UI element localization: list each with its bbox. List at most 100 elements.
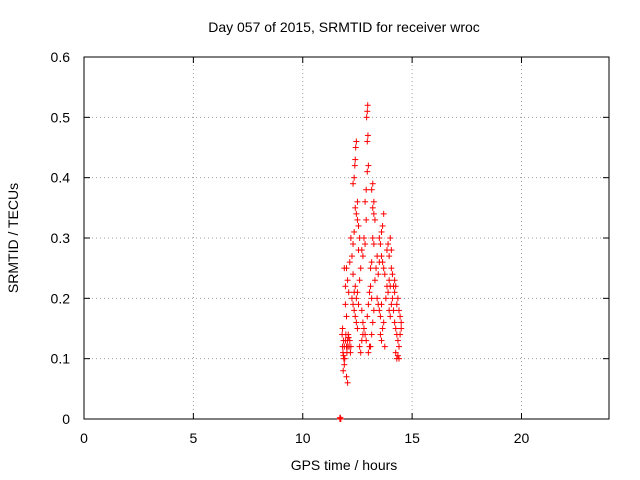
data-point <box>367 265 374 272</box>
data-point <box>397 331 404 338</box>
data-point <box>378 253 385 260</box>
data-point <box>387 313 394 320</box>
x-tick-label: 0 <box>80 430 88 446</box>
data-point <box>350 271 357 278</box>
data-point <box>389 271 396 278</box>
data-point <box>398 319 405 326</box>
data-point <box>365 301 372 308</box>
data-point <box>392 283 399 290</box>
data-point <box>385 241 392 248</box>
data-point <box>369 180 376 187</box>
data-point <box>355 247 362 254</box>
data-point <box>357 349 364 356</box>
data-point <box>365 349 372 356</box>
data-point <box>358 307 365 314</box>
data-point <box>343 373 350 380</box>
data-point <box>351 174 358 181</box>
data-point <box>344 379 351 386</box>
data-point <box>378 228 385 235</box>
axis-ticks: 0 0.1 0.2 0.3 0.4 0.5 0.6 0 5 10 15 20 <box>51 49 609 446</box>
y-tick-label: 0.2 <box>51 290 71 306</box>
data-point <box>388 247 395 254</box>
data-point <box>352 156 359 163</box>
data-point <box>351 307 358 314</box>
data-point <box>363 216 370 223</box>
data-point <box>352 144 359 151</box>
data-point <box>396 355 402 362</box>
data-point <box>370 210 377 217</box>
data-point <box>377 313 384 320</box>
data-point <box>364 168 371 175</box>
y-tick-label: 0.3 <box>51 230 71 246</box>
data-point <box>378 301 385 308</box>
data-point <box>379 259 386 266</box>
data-point <box>364 132 371 139</box>
data-point <box>348 295 355 302</box>
data-point <box>356 235 363 241</box>
data-point <box>345 334 352 341</box>
data-point <box>359 319 366 326</box>
data-point <box>365 162 372 169</box>
data-point <box>366 289 373 296</box>
y-tick-label: 0.1 <box>51 351 71 367</box>
data-point <box>352 283 359 290</box>
data-point <box>378 337 385 344</box>
data-point <box>350 301 357 308</box>
data-point <box>347 235 354 241</box>
data-point <box>366 343 373 350</box>
data-point <box>341 355 348 362</box>
data-point <box>394 337 401 344</box>
data-point <box>353 138 360 145</box>
data-point <box>394 295 401 302</box>
data-point <box>377 331 384 338</box>
data-point <box>371 216 378 223</box>
data-point <box>355 222 362 229</box>
x-axis-label: GPS time / hours <box>291 457 398 473</box>
data-point <box>339 325 346 332</box>
data-point <box>367 283 374 290</box>
y-tick-label: 0.5 <box>51 109 71 125</box>
data-point <box>391 289 398 296</box>
data-point <box>393 301 400 308</box>
data-point <box>361 325 367 332</box>
data-point <box>381 343 388 350</box>
x-tick-label: 10 <box>295 430 311 446</box>
data-point <box>379 325 386 332</box>
data-point <box>341 361 348 368</box>
data-point <box>363 114 370 121</box>
data-point <box>351 228 358 235</box>
data-point <box>375 271 382 278</box>
data-point <box>396 307 402 314</box>
data-point <box>359 331 366 338</box>
data-point <box>377 241 384 248</box>
data-point <box>370 307 377 314</box>
data-point <box>368 186 375 193</box>
y-axis-label: SRMTID / TECUs <box>5 183 21 293</box>
data-point <box>369 319 376 326</box>
y-tick-label: 0.6 <box>51 49 71 65</box>
x-tick-label: 15 <box>404 430 420 446</box>
data-point <box>392 325 399 332</box>
data-point <box>340 352 347 359</box>
data-point <box>368 295 375 302</box>
data-point <box>346 259 353 266</box>
data-point <box>358 337 365 344</box>
data-point <box>340 367 347 374</box>
data-point <box>368 331 375 338</box>
data-point <box>356 277 363 284</box>
grid <box>84 57 609 419</box>
data-point <box>394 352 401 359</box>
data-point <box>364 138 371 145</box>
data-point <box>346 337 353 344</box>
data-point <box>370 198 377 205</box>
data-point <box>342 301 349 308</box>
data-point <box>392 349 399 356</box>
data-point <box>347 343 354 350</box>
data-point <box>357 265 364 272</box>
data-point <box>353 210 360 217</box>
data-point <box>344 277 351 284</box>
data-point <box>355 301 362 308</box>
y-tick-label: 0.4 <box>51 170 71 186</box>
data-point <box>382 295 389 302</box>
